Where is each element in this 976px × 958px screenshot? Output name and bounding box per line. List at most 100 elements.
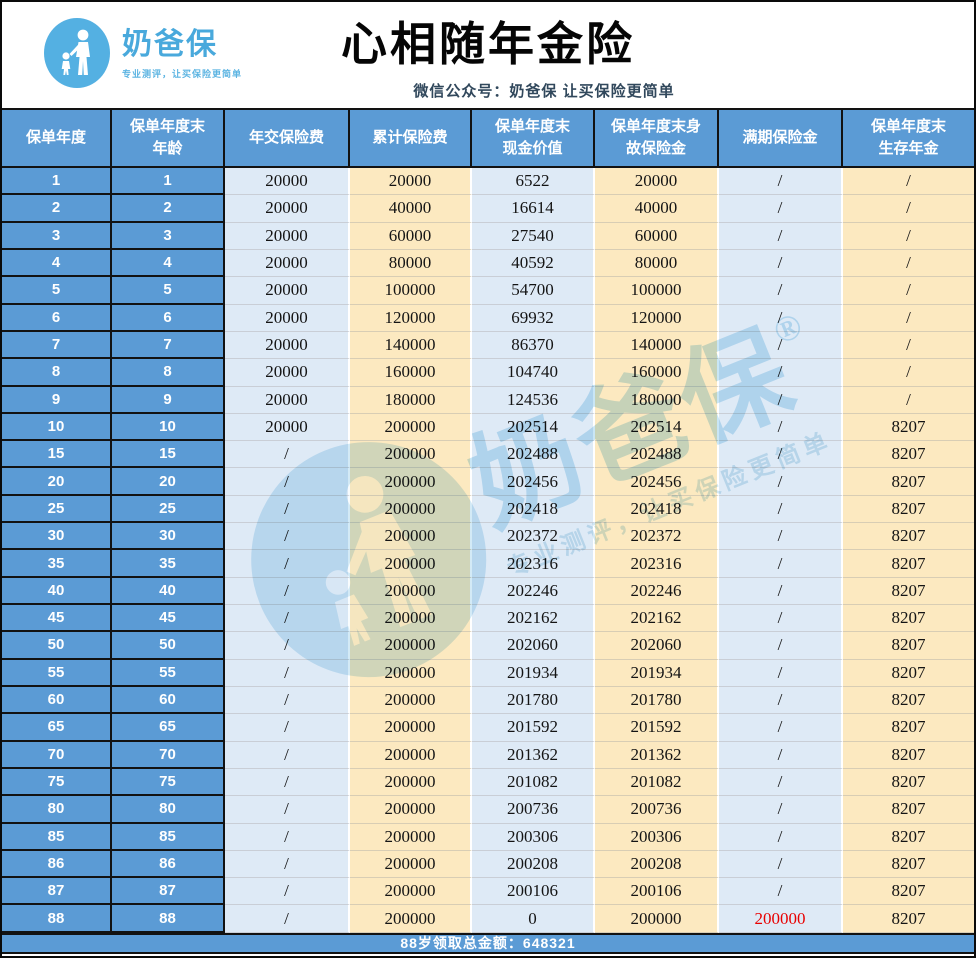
table-cell: 8207 (843, 878, 974, 906)
table-cell: / (843, 359, 974, 387)
table-cell: / (719, 222, 843, 250)
table-cell: / (719, 632, 843, 660)
table-header-row: 保单年度 保单年度末 年龄 年交保险费 累计保险费 保单年度末 现金价值 保单年… (2, 108, 974, 168)
table-cell: 6 (112, 304, 225, 332)
table-cell: 202418 (595, 495, 719, 524)
table-cell: / (719, 359, 843, 387)
table-cell: 70 (2, 741, 112, 769)
table-cell: / (843, 331, 974, 360)
table-cell: 200736 (472, 796, 595, 824)
table-cell: 200000 (350, 741, 472, 769)
table-cell: 8207 (843, 823, 974, 851)
table-cell: 200000 (350, 577, 472, 605)
table-cell: 202060 (472, 632, 595, 660)
table-cell: 5 (2, 277, 112, 305)
table-cell: / (225, 495, 350, 524)
table-cell: 202162 (595, 605, 719, 633)
table-cell: 75 (2, 768, 112, 797)
table-cell: 55 (112, 659, 225, 687)
table-cell: 8207 (843, 741, 974, 769)
table-cell: 200000 (350, 796, 472, 824)
table-cell: 8207 (843, 768, 974, 797)
table-cell: 85 (2, 823, 112, 851)
table-cell: 202162 (472, 605, 595, 633)
table-cell: 30 (112, 523, 225, 551)
brand-text: 奶爸保 专业测评，让买保险更简单 (122, 26, 242, 81)
brand-name: 奶爸保 (122, 27, 218, 61)
table-cell: 7 (112, 331, 225, 360)
table-cell: / (719, 249, 843, 278)
table-cell: 201362 (472, 741, 595, 769)
table-cell: 40 (112, 577, 225, 605)
table-cell: 120000 (350, 304, 472, 332)
table-cell: 5 (112, 277, 225, 305)
table-cell: 45 (112, 605, 225, 633)
table-cell: 4 (2, 249, 112, 278)
logo-circle (44, 18, 110, 88)
table-cell: / (225, 714, 350, 742)
table-cell: 8207 (843, 632, 974, 660)
table-cell: 200000 (350, 686, 472, 715)
table-cell: / (225, 796, 350, 824)
table-cell: 20000 (225, 386, 350, 414)
table-cell: 8207 (843, 495, 974, 524)
table-cell: 200208 (595, 850, 719, 879)
table-cell: / (719, 850, 843, 879)
table-cell: 8207 (843, 686, 974, 715)
table-cell: 200000 (350, 659, 472, 687)
table-cell: / (225, 659, 350, 687)
table-cell: 6 (2, 304, 112, 332)
table-cell: 54700 (472, 277, 595, 305)
table-cell: / (719, 195, 843, 223)
table-cell: / (843, 304, 974, 332)
table-cell: / (719, 331, 843, 360)
table-cell: / (225, 686, 350, 715)
table-cell: 180000 (350, 386, 472, 414)
table-cell: 30 (2, 523, 112, 551)
table-cell: 200000 (350, 495, 472, 524)
table-cell: / (225, 577, 350, 605)
column-header-cash-value: 保单年度末 现金价值 (472, 110, 595, 166)
table-cell: 80 (2, 796, 112, 824)
table-cell: 20000 (225, 168, 350, 196)
table-cell: / (719, 577, 843, 605)
table-cell: 200736 (595, 796, 719, 824)
table-cell: 65 (112, 714, 225, 742)
table-cell: 3 (112, 222, 225, 250)
table-cell: 201780 (472, 686, 595, 715)
table-cell: 15 (112, 441, 225, 469)
table-cell: 10 (2, 413, 112, 442)
table-cell: 100000 (350, 277, 472, 305)
table-cell: 8207 (843, 796, 974, 824)
table-cell: 200000 (595, 905, 719, 933)
table-cell: 20000 (225, 304, 350, 332)
table-cell: / (225, 550, 350, 578)
table-cell: / (225, 905, 350, 933)
table-cell: 20000 (225, 359, 350, 387)
table-cell: / (719, 659, 843, 687)
table-cell: 202418 (472, 495, 595, 524)
page-header: 奶爸保 专业测评，让买保险更简单 心相随年金险 微信公众号：奶爸保 让买保险更简… (2, 2, 974, 108)
table-cell: 2 (2, 195, 112, 223)
table-cell: / (719, 741, 843, 769)
table-cell: / (719, 304, 843, 332)
table-cell: 10 (112, 413, 225, 442)
table-cell: 202514 (595, 413, 719, 442)
table-cell: / (225, 605, 350, 633)
table-cell: 80 (112, 796, 225, 824)
table-cell: 86 (112, 850, 225, 879)
table-cell: 20000 (225, 195, 350, 223)
table-cell: 16614 (472, 195, 595, 223)
table-cell: 0 (472, 905, 595, 933)
table-cell: 202514 (472, 413, 595, 442)
table-cell: 8207 (843, 659, 974, 687)
table-cell: 202060 (595, 632, 719, 660)
table-cell: 8207 (843, 413, 974, 442)
table-cell: 200000 (350, 878, 472, 906)
table-cell: 8207 (843, 441, 974, 469)
table-cell: 200306 (595, 823, 719, 851)
table-cell: 140000 (595, 331, 719, 360)
table-cell: 202246 (472, 577, 595, 605)
table-cell: 2 (112, 195, 225, 223)
